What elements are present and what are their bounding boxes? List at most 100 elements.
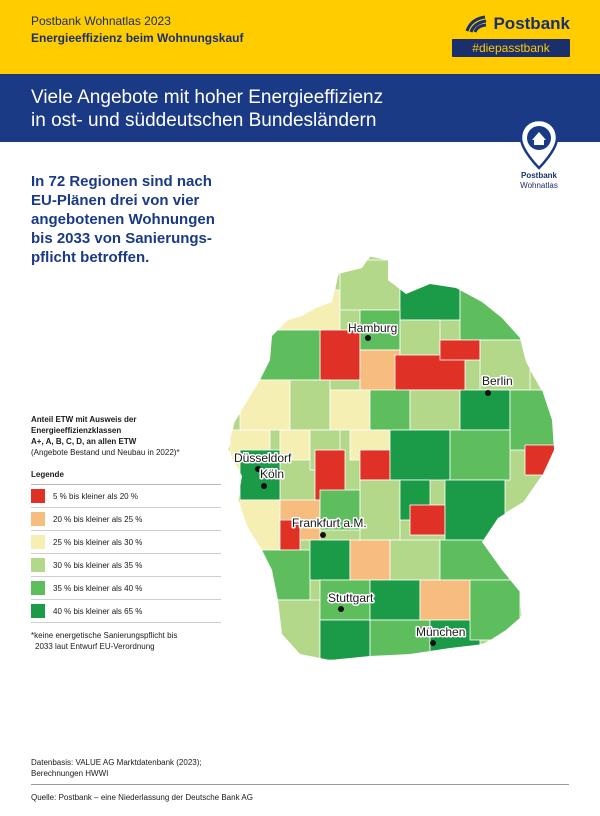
city-koeln: Köln xyxy=(259,466,286,489)
city-label: Köln xyxy=(260,467,284,481)
city-hamburg: Hamburg xyxy=(347,320,399,341)
badge-line-2: Wohnatlas xyxy=(520,181,558,190)
region xyxy=(359,479,401,541)
header-bar: Postbank Wohnatlas 2023 Energieeffizienz… xyxy=(0,0,600,74)
wohnatlas-badge: Postbank Wohnatlas xyxy=(508,171,570,191)
city-label: München xyxy=(416,625,465,639)
region xyxy=(409,504,446,536)
region xyxy=(459,389,511,431)
legend-heading-line: Anteil ETW mit Ausweis der xyxy=(31,415,137,424)
legend-label: 5 % bis kleiner als 20 % xyxy=(53,491,138,501)
region xyxy=(289,379,331,431)
city-marker xyxy=(338,606,344,612)
legend-swatch xyxy=(31,581,45,595)
city-label: Stuttgart xyxy=(328,591,374,605)
region xyxy=(389,429,451,481)
legend: Anteil ETW mit Ausweis der Energieeffizi… xyxy=(31,414,221,623)
legend-swatch xyxy=(31,512,45,526)
location-pin-house-icon xyxy=(519,118,559,170)
legend-note: (Angebote Bestand und Neubau in 2022)* xyxy=(31,448,180,457)
region xyxy=(279,429,311,461)
legend-item: 5 % bis kleiner als 20 % xyxy=(31,485,221,508)
city-stuttgart: Stuttgart xyxy=(327,590,376,612)
region xyxy=(409,389,461,431)
region xyxy=(329,389,371,431)
city-label: Hamburg xyxy=(348,321,397,335)
legend-label: 20 % bis kleiner als 25 % xyxy=(53,514,143,524)
legend-heading-line: A+, A, B, C, D, an allen ETW xyxy=(31,437,137,446)
city-marker xyxy=(261,483,267,489)
footnote-line: *keine energetische Sanierungspflicht bi… xyxy=(31,631,178,640)
legend-label: 40 % bis kleiner als 65 % xyxy=(53,606,143,616)
legend-label: 35 % bis kleiner als 40 % xyxy=(53,583,143,593)
region xyxy=(449,429,511,481)
region xyxy=(359,349,401,391)
region xyxy=(239,379,291,431)
region xyxy=(309,539,351,581)
region xyxy=(399,319,441,361)
legend-item: 40 % bis kleiner als 65 % xyxy=(31,600,221,623)
region xyxy=(319,329,361,381)
germany-choropleth-map: Hamburg Berlin Düsseldorf Köln Frankfurt… xyxy=(227,255,555,661)
lead-line: pflicht betroffen. xyxy=(31,249,150,266)
city-marker xyxy=(255,466,261,472)
headline-line-1: Viele Angebote mit hoher Energieeffizien… xyxy=(31,87,384,108)
lead-line: bis 2033 von Sanierungs- xyxy=(31,230,212,247)
region xyxy=(239,499,281,551)
legend-swatch xyxy=(31,604,45,618)
badge-line-1: Postbank xyxy=(520,171,557,180)
city-duesseldorf: Düsseldorf xyxy=(233,450,294,472)
source-credit: Quelle: Postbank – eine Niederlassung de… xyxy=(31,793,253,802)
region xyxy=(369,389,411,431)
city-marker xyxy=(485,390,491,396)
city-frankfurt: Frankfurt a.M. xyxy=(291,515,368,538)
footnote: *keine energetische Sanierungspflicht bi… xyxy=(31,630,211,652)
region xyxy=(269,599,321,660)
region xyxy=(439,339,481,361)
data-basis: Datenbasis: VALUE AG Marktdatenbank (202… xyxy=(31,757,202,779)
region xyxy=(524,444,554,476)
postbank-logo: Postbank #diepasstbank xyxy=(452,14,570,57)
postbank-stripes-icon xyxy=(466,15,487,33)
region xyxy=(459,289,531,341)
region xyxy=(444,479,506,541)
legend-item: 25 % bis kleiner als 30 % xyxy=(31,531,221,554)
brand-name: Postbank xyxy=(493,14,570,33)
city-berlin: Berlin xyxy=(481,373,514,396)
lead-line: In 72 Regionen sind nach xyxy=(31,173,212,190)
region xyxy=(359,449,391,481)
region xyxy=(389,539,441,581)
legend-swatch xyxy=(31,558,45,572)
publication-subtitle: Energieeffizienz beim Wohnungskauf xyxy=(31,31,244,45)
city-marker xyxy=(320,532,326,538)
legend-title: Legende xyxy=(31,470,64,479)
region xyxy=(469,579,521,641)
city-label: Frankfurt a.M. xyxy=(292,516,367,530)
region xyxy=(319,489,361,531)
lead-line: EU-Plänen drei von vier xyxy=(31,192,200,209)
region xyxy=(349,539,391,581)
legend-divider xyxy=(31,484,221,485)
region xyxy=(339,259,401,311)
legend-swatch xyxy=(31,489,45,503)
legend-item: 20 % bis kleiner als 25 % xyxy=(31,508,221,531)
region xyxy=(319,619,371,660)
footnote-line: 2033 laut Entwurf EU-Verordnung xyxy=(35,642,155,651)
region xyxy=(369,579,421,621)
data-basis-line: Datenbasis: VALUE AG Marktdatenbank (202… xyxy=(31,758,202,767)
legend-item: 30 % bis kleiner als 35 % xyxy=(31,554,221,577)
publication-title: Postbank Wohnatlas 2023 xyxy=(31,14,171,28)
city-marker xyxy=(365,335,371,341)
region xyxy=(439,539,511,581)
city-label: Berlin xyxy=(482,374,513,388)
region xyxy=(279,289,341,331)
region xyxy=(259,549,311,601)
region xyxy=(259,329,321,381)
region xyxy=(399,279,461,321)
headline-line-2: in ost- und süddeutschen Bundesländern xyxy=(31,110,377,131)
brand-tagline: #diepasstbank xyxy=(452,39,570,57)
region xyxy=(319,579,371,621)
source-divider xyxy=(31,784,569,785)
legend-label: 30 % bis kleiner als 35 % xyxy=(53,560,143,570)
legend-swatch xyxy=(31,535,45,549)
